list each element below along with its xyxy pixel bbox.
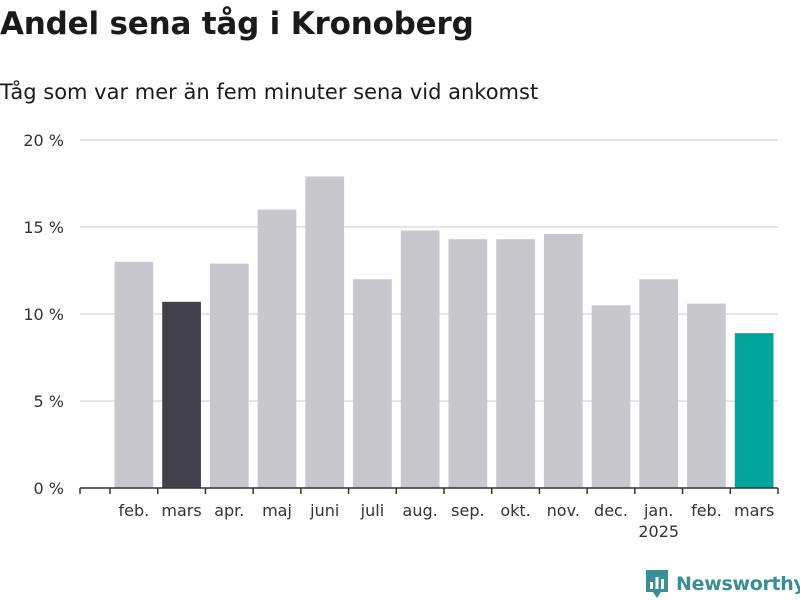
y-tick-label: 15 %: [23, 218, 64, 237]
x-tick-label: juli: [360, 501, 384, 520]
x-tick-label: apr.: [214, 501, 244, 520]
bar: [591, 305, 631, 488]
x-axis-ticks: feb. mars apr. maj juni juli aug. sep. okt. nov. d…: [118, 501, 774, 541]
bar: [639, 279, 679, 488]
y-tick-label: 10 %: [23, 305, 64, 324]
x-tick-label: nov.: [547, 501, 580, 520]
x-tick-label: juni: [309, 501, 339, 520]
chart-title: Andel sena tåg i Kronoberg: [0, 6, 474, 42]
y-axis-ticks: 0 % 5 % 10 % 15 % 20 %: [23, 131, 64, 498]
x-tick-sublabel: 2025: [638, 522, 679, 541]
x-tick-label: maj: [262, 501, 292, 520]
bar: [209, 263, 249, 488]
newsworthy-logo: Newsworthy: [644, 568, 800, 600]
x-tick-label: dec.: [594, 501, 628, 520]
bar: [305, 176, 345, 489]
x-axis: [79, 487, 779, 494]
bar: [496, 239, 535, 488]
bar: [448, 239, 488, 488]
bar: [162, 301, 201, 488]
bar: [400, 230, 440, 489]
bar: [114, 261, 154, 488]
bar: [734, 333, 774, 488]
newsworthy-logo-icon: [646, 570, 668, 598]
bar-chart: 0 % 5 % 10 % 15 % 20 % feb. mars apr. maj juni ju…: [23, 131, 779, 541]
x-tick-label: feb.: [691, 501, 722, 520]
chart-subtitle: Tåg som var mer än fem minuter sena vid …: [0, 80, 539, 104]
bar: [257, 209, 297, 488]
y-tick-label: 0 %: [34, 479, 64, 498]
bar: [353, 279, 392, 488]
x-tick-label: mars: [734, 501, 774, 520]
logo-text: Newsworthy: [676, 573, 800, 595]
x-tick-label: mars: [161, 501, 201, 520]
x-tick-label: sep.: [451, 501, 484, 520]
x-tick-label: jan.: [643, 501, 673, 520]
x-tick-label: feb.: [118, 501, 149, 520]
y-tick-label: 5 %: [34, 392, 64, 411]
bars: [114, 176, 774, 489]
y-tick-label: 20 %: [23, 131, 64, 150]
x-tick-label: okt.: [500, 501, 530, 520]
bar: [687, 303, 726, 488]
x-tick-label: aug.: [403, 501, 438, 520]
bar: [543, 233, 583, 488]
